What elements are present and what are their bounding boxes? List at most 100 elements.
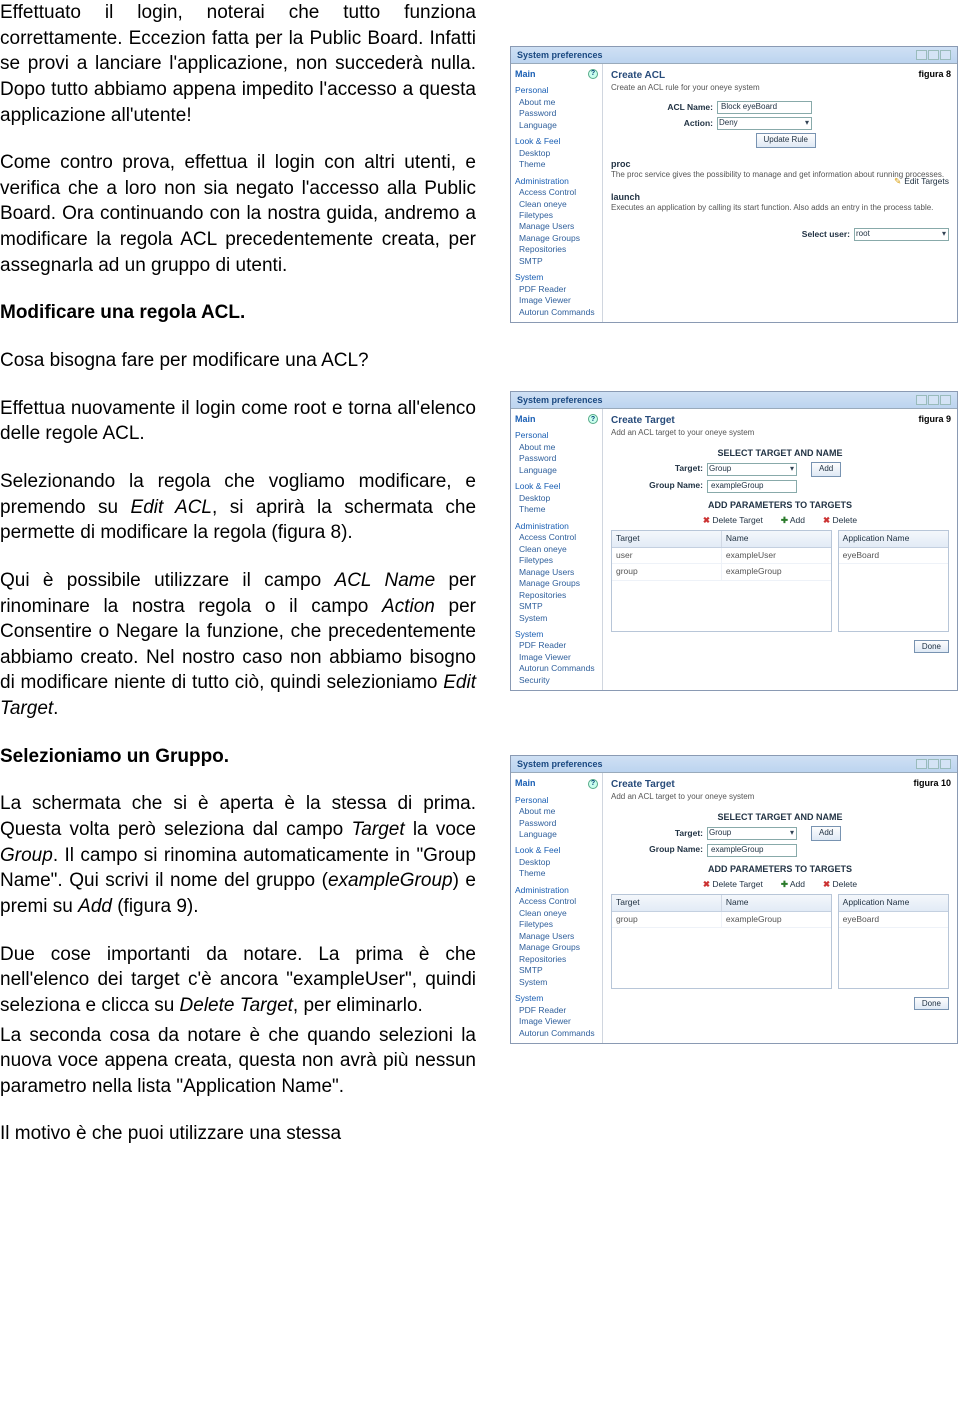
sidebar-item[interactable]: SMTP bbox=[515, 601, 598, 612]
table-row[interactable]: userexampleUser bbox=[612, 548, 831, 564]
sidebar-item[interactable]: Desktop bbox=[515, 493, 598, 504]
table-row[interactable]: groupexampleGroup bbox=[612, 564, 831, 580]
sidebar-item[interactable]: About me bbox=[515, 97, 598, 108]
help-icon[interactable]: ? bbox=[588, 414, 598, 424]
sidebar-item[interactable]: Autorun Commands bbox=[515, 663, 598, 674]
groupname-label: Group Name: bbox=[641, 844, 703, 855]
table-row[interactable]: eyeBoard bbox=[839, 548, 948, 564]
groupname-input[interactable]: exampleGroup bbox=[707, 480, 797, 493]
delete-target-action[interactable]: ✖ Delete Target bbox=[703, 515, 763, 526]
sidebar-item[interactable]: SMTP bbox=[515, 965, 598, 976]
sidebar-item[interactable]: Image Viewer bbox=[515, 652, 598, 663]
update-rule-button[interactable]: Update Rule bbox=[756, 133, 816, 148]
sidebar-item[interactable]: Manage Users bbox=[515, 221, 598, 232]
sidebar-main[interactable]: Main bbox=[515, 777, 536, 789]
sidebar-item[interactable]: Manage Users bbox=[515, 567, 598, 578]
sidebar-item[interactable]: Clean oneye bbox=[515, 199, 598, 210]
sidebar-item[interactable]: Password bbox=[515, 818, 598, 829]
service-desc: Executes an application by calling its s… bbox=[611, 203, 949, 214]
groupname-input[interactable]: exampleGroup bbox=[707, 844, 797, 857]
action-label: Action: bbox=[651, 118, 713, 129]
sidebar-item[interactable]: Password bbox=[515, 453, 598, 464]
content-sub: Add an ACL target to your oneye system bbox=[611, 792, 949, 803]
done-button[interactable]: Done bbox=[914, 640, 949, 653]
sidebar-item[interactable]: About me bbox=[515, 442, 598, 453]
close-icon[interactable] bbox=[940, 759, 951, 769]
sidebar-item[interactable]: Language bbox=[515, 829, 598, 840]
sidebar-item[interactable]: Password bbox=[515, 108, 598, 119]
delete-param-action[interactable]: ✖ Delete bbox=[823, 515, 857, 526]
max-icon[interactable] bbox=[928, 759, 939, 769]
close-icon[interactable] bbox=[940, 50, 951, 60]
sidebar-item[interactable]: Manage Users bbox=[515, 931, 598, 942]
target-select[interactable]: Group bbox=[707, 463, 797, 476]
action-select[interactable]: Deny bbox=[717, 117, 812, 130]
sidebar-item[interactable]: Clean oneye bbox=[515, 908, 598, 919]
sidebar-main[interactable]: Main bbox=[515, 413, 536, 425]
content-sub: Create an ACL rule for your oneye system bbox=[611, 83, 949, 94]
sidebar-item[interactable]: System bbox=[515, 977, 598, 988]
table-row[interactable]: groupexampleGroup bbox=[612, 912, 831, 928]
min-icon[interactable] bbox=[916, 759, 927, 769]
add-param-action[interactable]: ✚ Add bbox=[781, 879, 805, 890]
sidebar-item[interactable]: Manage Groups bbox=[515, 942, 598, 953]
sidebar-item[interactable]: About me bbox=[515, 806, 598, 817]
sidebar-item[interactable]: Filetypes bbox=[515, 919, 598, 930]
th-app: Application Name bbox=[839, 895, 948, 910]
add-button[interactable]: Add bbox=[811, 462, 841, 477]
sidebar-item[interactable]: Theme bbox=[515, 159, 598, 170]
label: Delete Target bbox=[712, 879, 762, 889]
sidebar-item[interactable]: Clean oneye bbox=[515, 544, 598, 555]
sidebar-item[interactable]: Access Control bbox=[515, 187, 598, 198]
section-heading: ADD PARAMETERS TO TARGETS bbox=[611, 863, 949, 875]
sidebar-item[interactable]: Language bbox=[515, 465, 598, 476]
sidebar-item[interactable]: Access Control bbox=[515, 532, 598, 543]
aclname-input[interactable]: Block eyeBoard bbox=[717, 101, 812, 114]
sidebar-item[interactable]: Autorun Commands bbox=[515, 1028, 598, 1039]
target-select[interactable]: Group bbox=[707, 827, 797, 840]
sidebar-item[interactable]: System bbox=[515, 613, 598, 624]
select-user-select[interactable]: root bbox=[854, 228, 949, 241]
sidebar-item[interactable]: Theme bbox=[515, 868, 598, 879]
sidebar-item[interactable]: Autorun Commands bbox=[515, 307, 598, 318]
help-icon[interactable]: ? bbox=[588, 779, 598, 789]
sidebar-item[interactable]: Desktop bbox=[515, 857, 598, 868]
max-icon[interactable] bbox=[928, 395, 939, 405]
text-italic: ACL Name bbox=[335, 570, 436, 591]
sidebar-item[interactable]: Security bbox=[515, 675, 598, 686]
sidebar-item[interactable]: Filetypes bbox=[515, 210, 598, 221]
text: Qui è possibile utilizzare il campo bbox=[0, 570, 335, 591]
add-param-action[interactable]: ✚ Add bbox=[781, 515, 805, 526]
close-icon[interactable] bbox=[940, 395, 951, 405]
sidebar-item[interactable]: Repositories bbox=[515, 954, 598, 965]
sidebar-item[interactable]: Repositories bbox=[515, 590, 598, 601]
min-icon[interactable] bbox=[916, 50, 927, 60]
max-icon[interactable] bbox=[928, 50, 939, 60]
sidebar-main[interactable]: Main bbox=[515, 68, 536, 80]
sidebar-item[interactable]: Manage Groups bbox=[515, 578, 598, 589]
delete-param-action[interactable]: ✖ Delete bbox=[823, 879, 857, 890]
table-row[interactable]: eyeBoard bbox=[839, 912, 948, 928]
sidebar-item[interactable]: Image Viewer bbox=[515, 295, 598, 306]
sidebar-item[interactable]: Manage Groups bbox=[515, 233, 598, 244]
sidebar-item[interactable]: Language bbox=[515, 120, 598, 131]
sidebar-item[interactable]: PDF Reader bbox=[515, 640, 598, 651]
sidebar-item[interactable]: PDF Reader bbox=[515, 284, 598, 295]
edit-targets-link[interactable]: ✎Edit Targets bbox=[894, 176, 949, 187]
sidebar-item[interactable]: Repositories bbox=[515, 244, 598, 255]
window-title: System preferences bbox=[517, 758, 603, 770]
sidebar-item[interactable]: SMTP bbox=[515, 256, 598, 267]
sidebar-item[interactable]: Desktop bbox=[515, 148, 598, 159]
content-heading: Create Target bbox=[611, 778, 949, 792]
sidebar-item[interactable]: Filetypes bbox=[515, 555, 598, 566]
add-button[interactable]: Add bbox=[811, 826, 841, 841]
sidebar-item[interactable]: Image Viewer bbox=[515, 1016, 598, 1027]
done-button[interactable]: Done bbox=[914, 997, 949, 1010]
sidebar-item[interactable]: Access Control bbox=[515, 896, 598, 907]
sidebar-item[interactable]: PDF Reader bbox=[515, 1005, 598, 1016]
min-icon[interactable] bbox=[916, 395, 927, 405]
help-icon[interactable]: ? bbox=[588, 69, 598, 79]
service-name: proc bbox=[611, 158, 949, 170]
sidebar-item[interactable]: Theme bbox=[515, 504, 598, 515]
delete-target-action[interactable]: ✖ Delete Target bbox=[703, 879, 763, 890]
